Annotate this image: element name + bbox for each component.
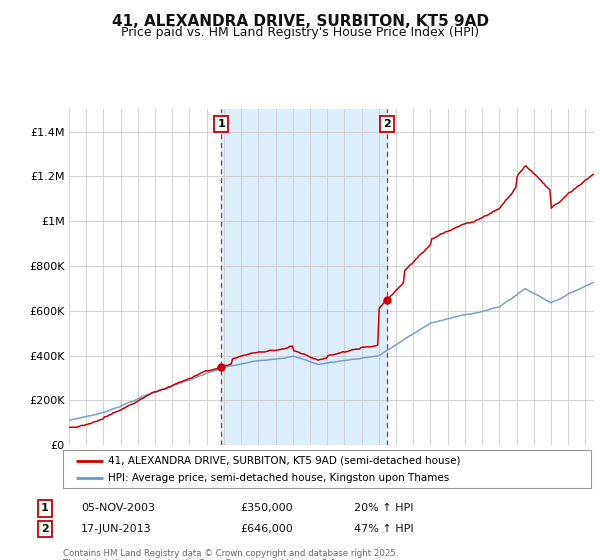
Text: 05-NOV-2003: 05-NOV-2003 — [81, 503, 155, 514]
Text: HPI: Average price, semi-detached house, Kingston upon Thames: HPI: Average price, semi-detached house,… — [108, 473, 449, 483]
Text: 2: 2 — [41, 524, 49, 534]
Text: 41, ALEXANDRA DRIVE, SURBITON, KT5 9AD: 41, ALEXANDRA DRIVE, SURBITON, KT5 9AD — [112, 14, 488, 29]
Text: £646,000: £646,000 — [240, 524, 293, 534]
Text: 2: 2 — [383, 119, 391, 129]
Text: 17-JUN-2013: 17-JUN-2013 — [81, 524, 152, 534]
Text: 1: 1 — [217, 119, 225, 129]
Text: 1: 1 — [41, 503, 49, 514]
Text: 41, ALEXANDRA DRIVE, SURBITON, KT5 9AD (semi-detached house): 41, ALEXANDRA DRIVE, SURBITON, KT5 9AD (… — [108, 455, 460, 465]
Text: Contains HM Land Registry data © Crown copyright and database right 2025.: Contains HM Land Registry data © Crown c… — [63, 549, 398, 558]
Text: £350,000: £350,000 — [240, 503, 293, 514]
Text: Price paid vs. HM Land Registry's House Price Index (HPI): Price paid vs. HM Land Registry's House … — [121, 26, 479, 39]
Text: 20% ↑ HPI: 20% ↑ HPI — [354, 503, 413, 514]
Text: 47% ↑ HPI: 47% ↑ HPI — [354, 524, 413, 534]
Bar — [221, 109, 387, 445]
Text: This data is licensed under the Open Government Licence v3.0.: This data is licensed under the Open Gov… — [63, 559, 338, 560]
